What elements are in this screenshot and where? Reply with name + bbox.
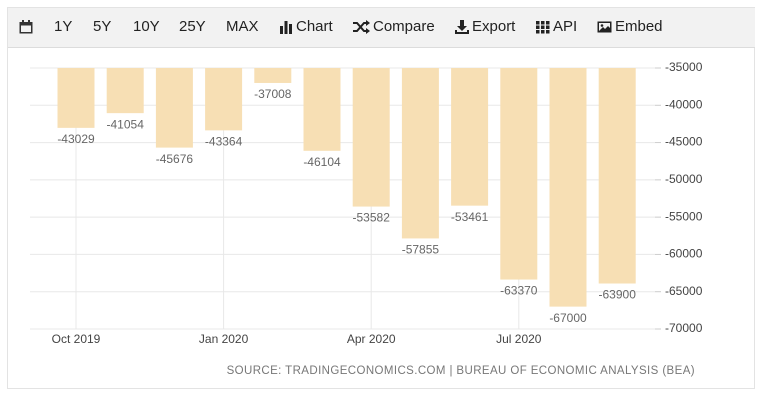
range-button[interactable]: 5Y xyxy=(93,18,112,35)
bar xyxy=(205,68,243,131)
compare-icon xyxy=(353,19,370,34)
data-label: -53461 xyxy=(451,210,489,224)
y-tick-label: -50000 xyxy=(665,172,703,186)
chart-button[interactable]: Chart xyxy=(279,18,333,35)
api-icon xyxy=(536,20,550,33)
bar xyxy=(254,68,292,83)
y-tick-label: -55000 xyxy=(665,209,703,223)
bar xyxy=(549,68,587,307)
bar xyxy=(451,68,489,206)
y-tick-label: -35000 xyxy=(665,60,703,74)
calendar-icon[interactable] xyxy=(19,20,33,34)
source-note: SOURCE: TRADINGECONOMICS.COM | BUREAU OF… xyxy=(227,365,695,377)
data-label: -46104 xyxy=(303,155,341,169)
y-tick-label: -40000 xyxy=(665,97,703,111)
data-label: -37008 xyxy=(254,87,292,101)
x-tick-label: Oct 2019 xyxy=(52,332,101,346)
bar xyxy=(401,68,439,239)
data-label: -41054 xyxy=(107,117,145,131)
button-label: API xyxy=(553,18,578,35)
data-label: -63900 xyxy=(599,288,637,302)
api-button[interactable]: API xyxy=(536,18,577,35)
toolbar: 1Y 5Y 10Y 25Y MAX Chart Compare Export A… xyxy=(8,8,755,48)
frame xyxy=(7,7,755,389)
button-label: Compare xyxy=(373,18,435,35)
bar xyxy=(500,68,538,280)
range-button[interactable]: 1Y xyxy=(54,18,73,35)
range-button[interactable]: 10Y xyxy=(133,18,160,35)
data-label: -45676 xyxy=(156,152,194,166)
data-label: -43029 xyxy=(57,132,95,146)
bar xyxy=(106,68,144,114)
data-label: -53582 xyxy=(353,211,391,225)
range-button[interactable]: 25Y xyxy=(179,18,206,35)
data-label: -43364 xyxy=(205,135,243,149)
embed-icon xyxy=(597,21,612,32)
y-tick-label: -60000 xyxy=(665,247,703,261)
compare-button[interactable]: Compare xyxy=(352,18,435,35)
data-label: -67000 xyxy=(549,311,587,325)
export-icon xyxy=(455,19,469,34)
y-tick-label: -70000 xyxy=(665,321,703,335)
button-label: Embed xyxy=(615,18,663,35)
bar xyxy=(303,68,341,151)
button-label: Export xyxy=(472,18,516,35)
button-label: Chart xyxy=(296,18,333,35)
bar xyxy=(352,68,390,207)
y-tick-label: -65000 xyxy=(665,284,703,298)
export-button[interactable]: Export xyxy=(455,18,515,35)
chart-icon xyxy=(280,20,292,34)
bar xyxy=(598,68,636,284)
embed-button[interactable]: Embed xyxy=(597,18,663,35)
bar xyxy=(155,68,193,148)
data-label: -63370 xyxy=(500,284,538,298)
x-tick-label: Jul 2020 xyxy=(496,332,542,346)
y-tick-label: -45000 xyxy=(665,135,703,149)
data-label: -57855 xyxy=(402,243,440,257)
range-button[interactable]: MAX xyxy=(226,18,259,35)
bar xyxy=(57,68,95,128)
x-tick-label: Apr 2020 xyxy=(347,332,396,346)
x-tick-label: Jan 2020 xyxy=(199,332,249,346)
